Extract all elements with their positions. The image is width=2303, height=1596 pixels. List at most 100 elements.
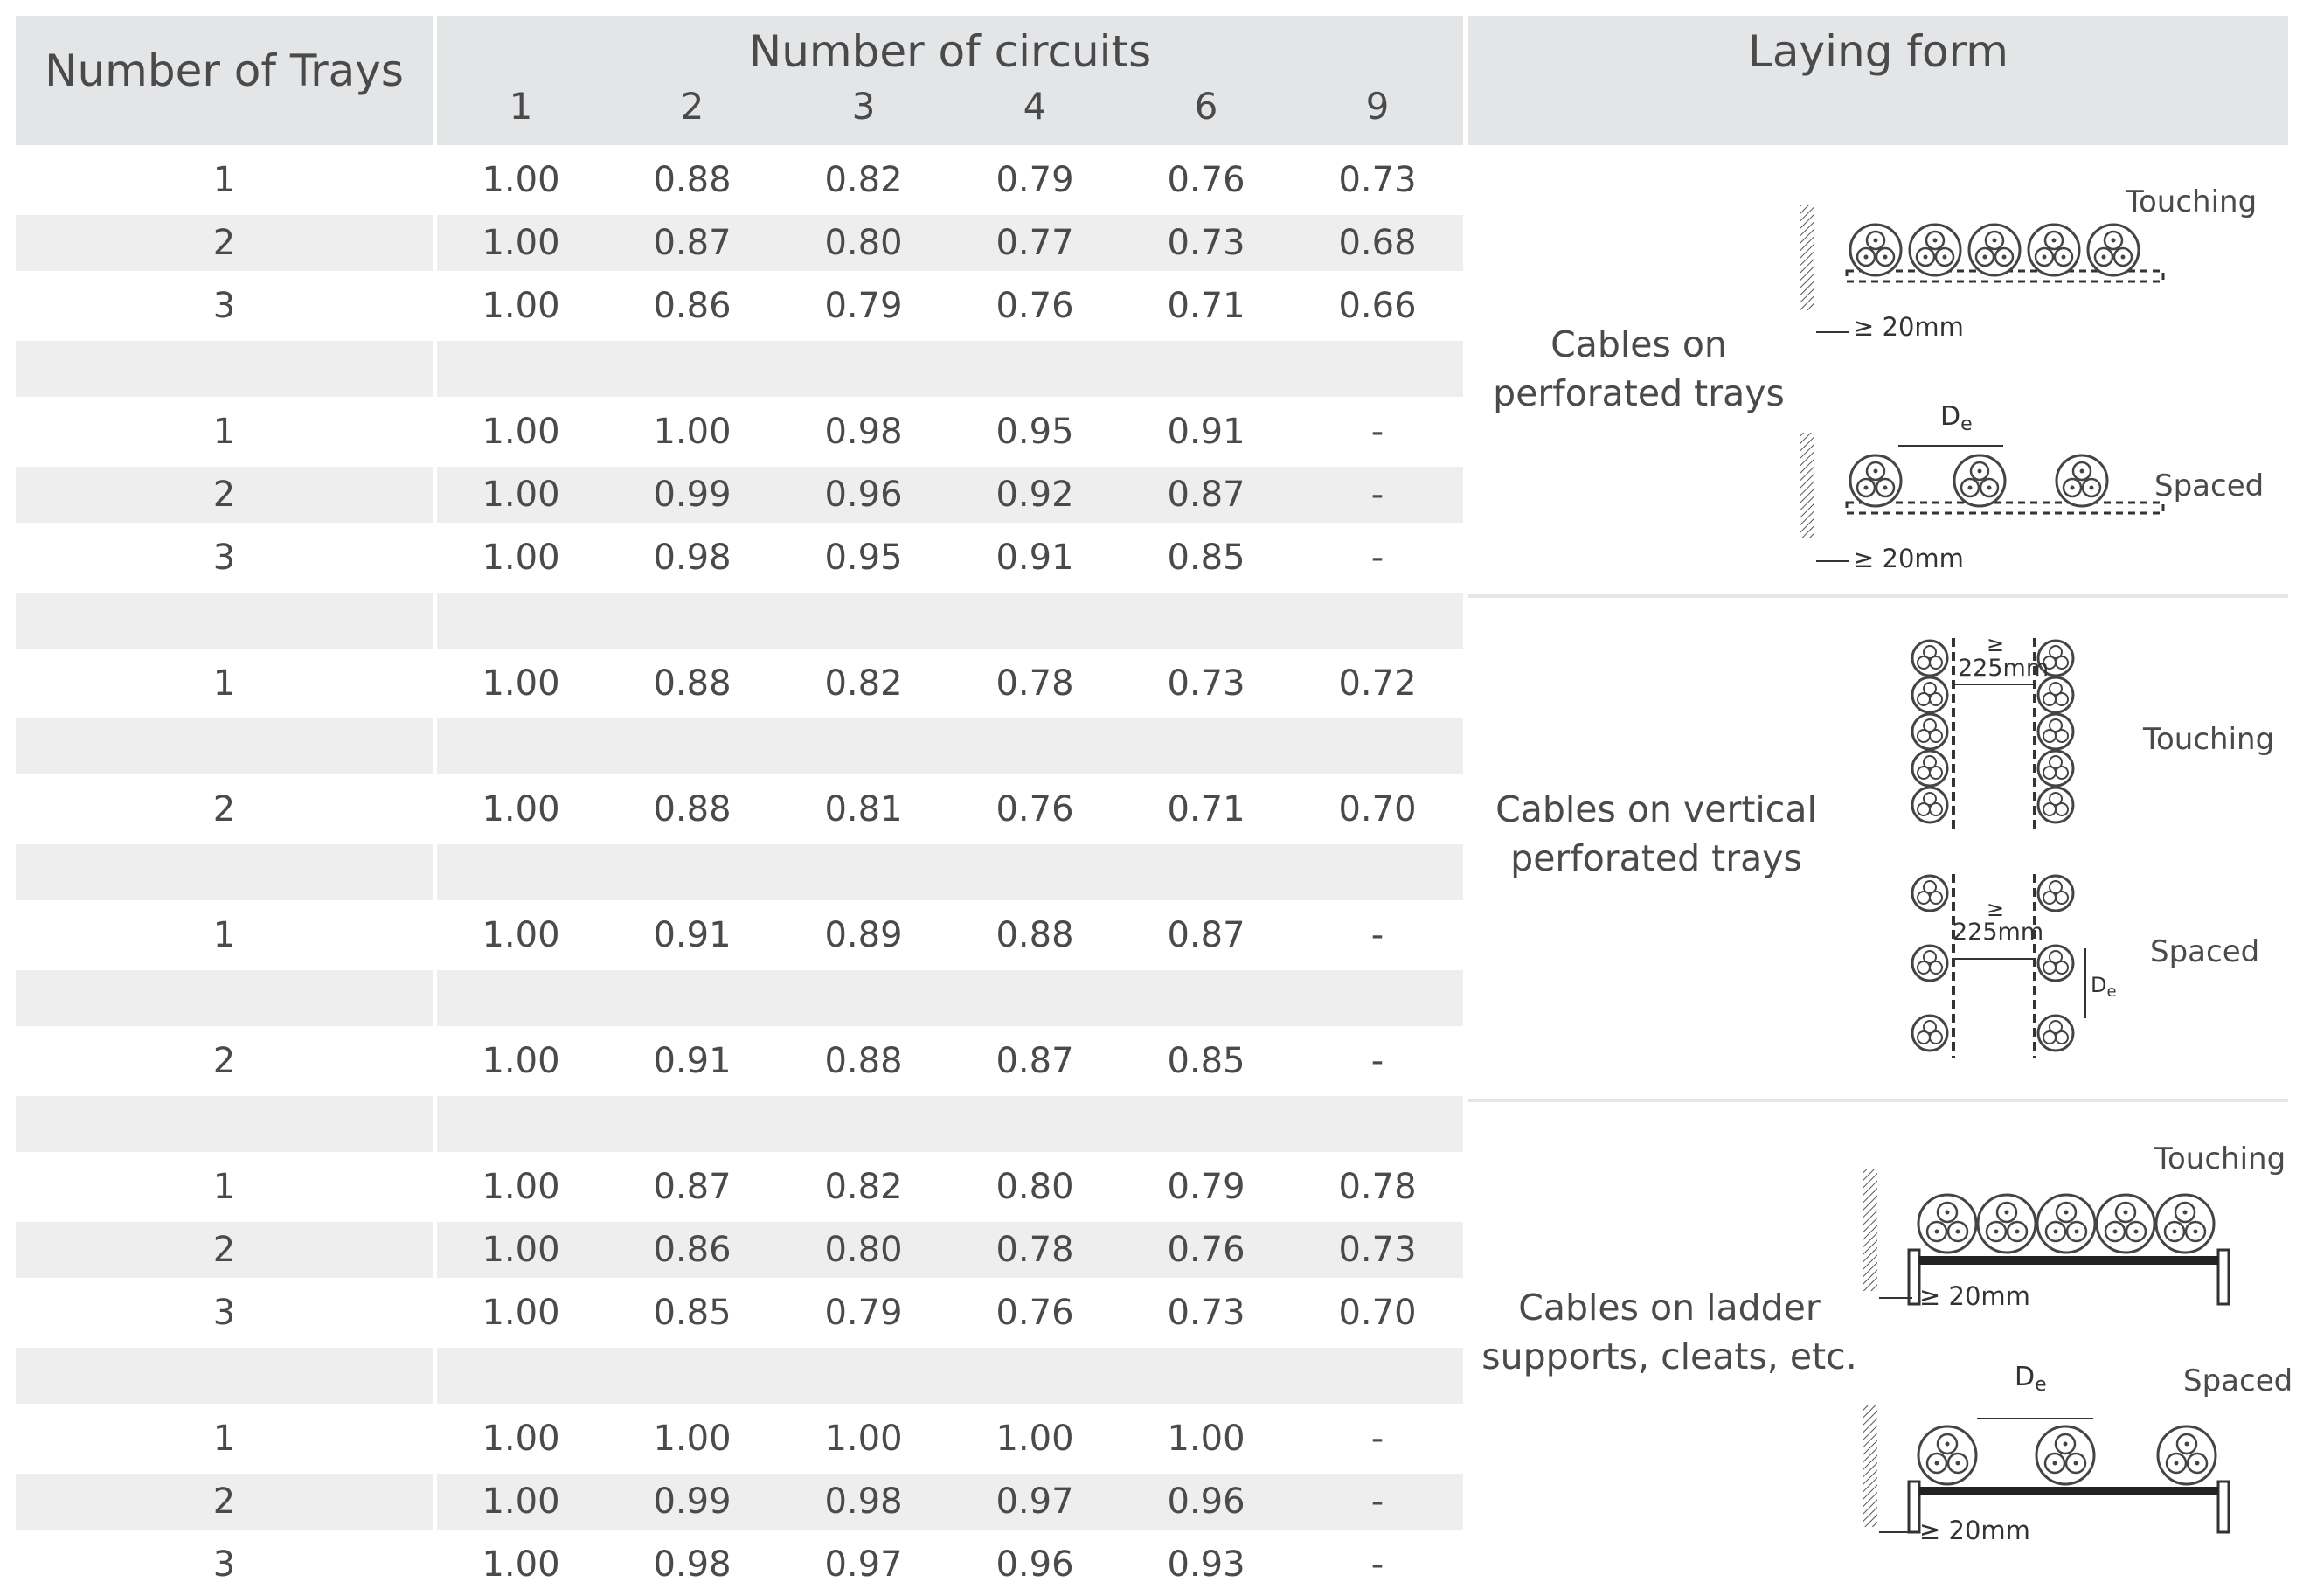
wall-hatch	[1800, 205, 1814, 310]
factor-cell	[1299, 1093, 1456, 1155]
factor-cell	[785, 841, 942, 904]
clearance-label: ≥ 20mm	[1853, 544, 1964, 573]
row-band	[16, 1348, 433, 1404]
factor-cell	[1127, 589, 1285, 652]
touching-label: Touching	[2142, 722, 2274, 757]
factor-cell	[785, 715, 942, 778]
section-label-line: supports, cleats, etc.	[1481, 1336, 1857, 1377]
factor-cell: 0.76	[995, 789, 1074, 829]
ladder-rung	[1919, 1256, 2218, 1265]
factor-cell: 1.00	[482, 1419, 560, 1459]
factor-cell	[1299, 337, 1456, 400]
trays-cell: 1	[212, 1419, 236, 1459]
factor-cell	[785, 589, 942, 652]
circuit-count-1: 1	[509, 85, 533, 128]
row-band	[16, 844, 433, 900]
factor-cell	[1127, 715, 1285, 778]
factor-cell	[956, 967, 1113, 1030]
factor-cell: 0.73	[1167, 1293, 1245, 1333]
factor-cell	[1299, 967, 1456, 1030]
header-trays-bg	[16, 16, 433, 145]
trays-cell: 3	[212, 1544, 236, 1585]
circuit-count-6: 6	[1194, 85, 1218, 128]
factor-cell: 0.85	[1167, 1041, 1245, 1081]
factor-cell	[785, 1093, 942, 1155]
factor-cell: 0.87	[653, 1167, 732, 1207]
row-band	[437, 341, 1463, 397]
factor-cell: 1.00	[482, 286, 560, 326]
trays-cell: 2	[212, 1230, 236, 1270]
factor-cell	[785, 967, 942, 1030]
row-band	[16, 215, 433, 271]
factor-cell	[614, 1344, 771, 1407]
gap-label: 225mm	[1958, 655, 2049, 682]
trays-cell: 2	[212, 223, 236, 263]
factor-cell: 0.73	[1338, 1230, 1417, 1270]
factor-cell: 0.79	[824, 286, 903, 326]
factor-cell	[614, 967, 771, 1030]
factor-cell	[614, 337, 771, 400]
factor-cell: 0.76	[1167, 1230, 1245, 1270]
trays-cell: 1	[212, 1167, 236, 1207]
header-laying-label: Laying form	[1748, 26, 2008, 77]
factor-cell: 0.95	[995, 412, 1074, 452]
trays-cell: 2	[212, 1041, 236, 1081]
trays-cell: 1	[212, 663, 236, 704]
de-label: De	[2015, 1362, 2047, 1396]
factor-cell: 0.86	[653, 286, 732, 326]
trays-cell: 1	[212, 160, 236, 200]
factor-cell: 0.99	[653, 475, 732, 515]
header-circuits-bg	[437, 16, 1463, 145]
trays-cell	[16, 967, 433, 1030]
factor-cell: 0.86	[653, 1230, 732, 1270]
factor-cell: -	[1370, 915, 1384, 955]
factor-cell	[442, 1344, 600, 1407]
cable-bundle-spaced	[1849, 454, 2109, 508]
trays-cell	[16, 715, 433, 778]
factor-cell: -	[1370, 1041, 1384, 1081]
factor-cell: 1.00	[653, 1419, 732, 1459]
factor-cell: 1.00	[482, 1544, 560, 1585]
ladder-rail	[2216, 1480, 2230, 1534]
factor-cell: 0.96	[824, 475, 903, 515]
section-separator	[1468, 1099, 2288, 1102]
factor-cell: 0.70	[1338, 1293, 1417, 1333]
factor-cell: 0.96	[995, 1544, 1074, 1585]
spaced-label: Spaced	[2183, 1364, 2293, 1398]
trays-cell: 3	[212, 286, 236, 326]
factor-cell	[956, 337, 1113, 400]
factor-cell: 1.00	[482, 1167, 560, 1207]
trays-cell	[16, 1093, 433, 1155]
wall-hatch	[1800, 433, 1814, 538]
factor-cell	[785, 1344, 942, 1407]
section-label-line: perforated trays	[1510, 837, 1802, 879]
factor-cell	[956, 589, 1113, 652]
factor-cell: 0.88	[653, 160, 732, 200]
circuit-count-3: 3	[851, 85, 876, 128]
row-band	[437, 1222, 1463, 1278]
factor-cell: 0.87	[1167, 915, 1245, 955]
trays-cell	[16, 841, 433, 904]
factor-cell: 0.98	[824, 1482, 903, 1522]
trays-cell: 1	[212, 915, 236, 955]
factor-cell: 0.77	[995, 223, 1074, 263]
factor-cell: 0.91	[653, 915, 732, 955]
factor-cell: 0.87	[995, 1041, 1074, 1081]
factor-cell: 0.98	[653, 538, 732, 578]
factor-cell: 0.80	[824, 223, 903, 263]
ladder-rail	[1907, 1248, 1921, 1306]
factor-cell: 0.98	[824, 412, 903, 452]
factor-cell: 0.91	[995, 538, 1074, 578]
row-band	[437, 844, 1463, 900]
factor-cell: 0.91	[1167, 412, 1245, 452]
factor-cell	[442, 1093, 600, 1155]
tray-outline	[1845, 269, 2165, 283]
factor-cell	[1127, 1093, 1285, 1155]
factor-cell: 0.93	[1167, 1544, 1245, 1585]
factor-cell	[1299, 715, 1456, 778]
factor-cell: 1.00	[482, 160, 560, 200]
factor-cell: -	[1370, 538, 1384, 578]
factor-cell	[1127, 1344, 1285, 1407]
factor-cell	[1127, 337, 1285, 400]
factor-cell: 1.00	[482, 1293, 560, 1333]
